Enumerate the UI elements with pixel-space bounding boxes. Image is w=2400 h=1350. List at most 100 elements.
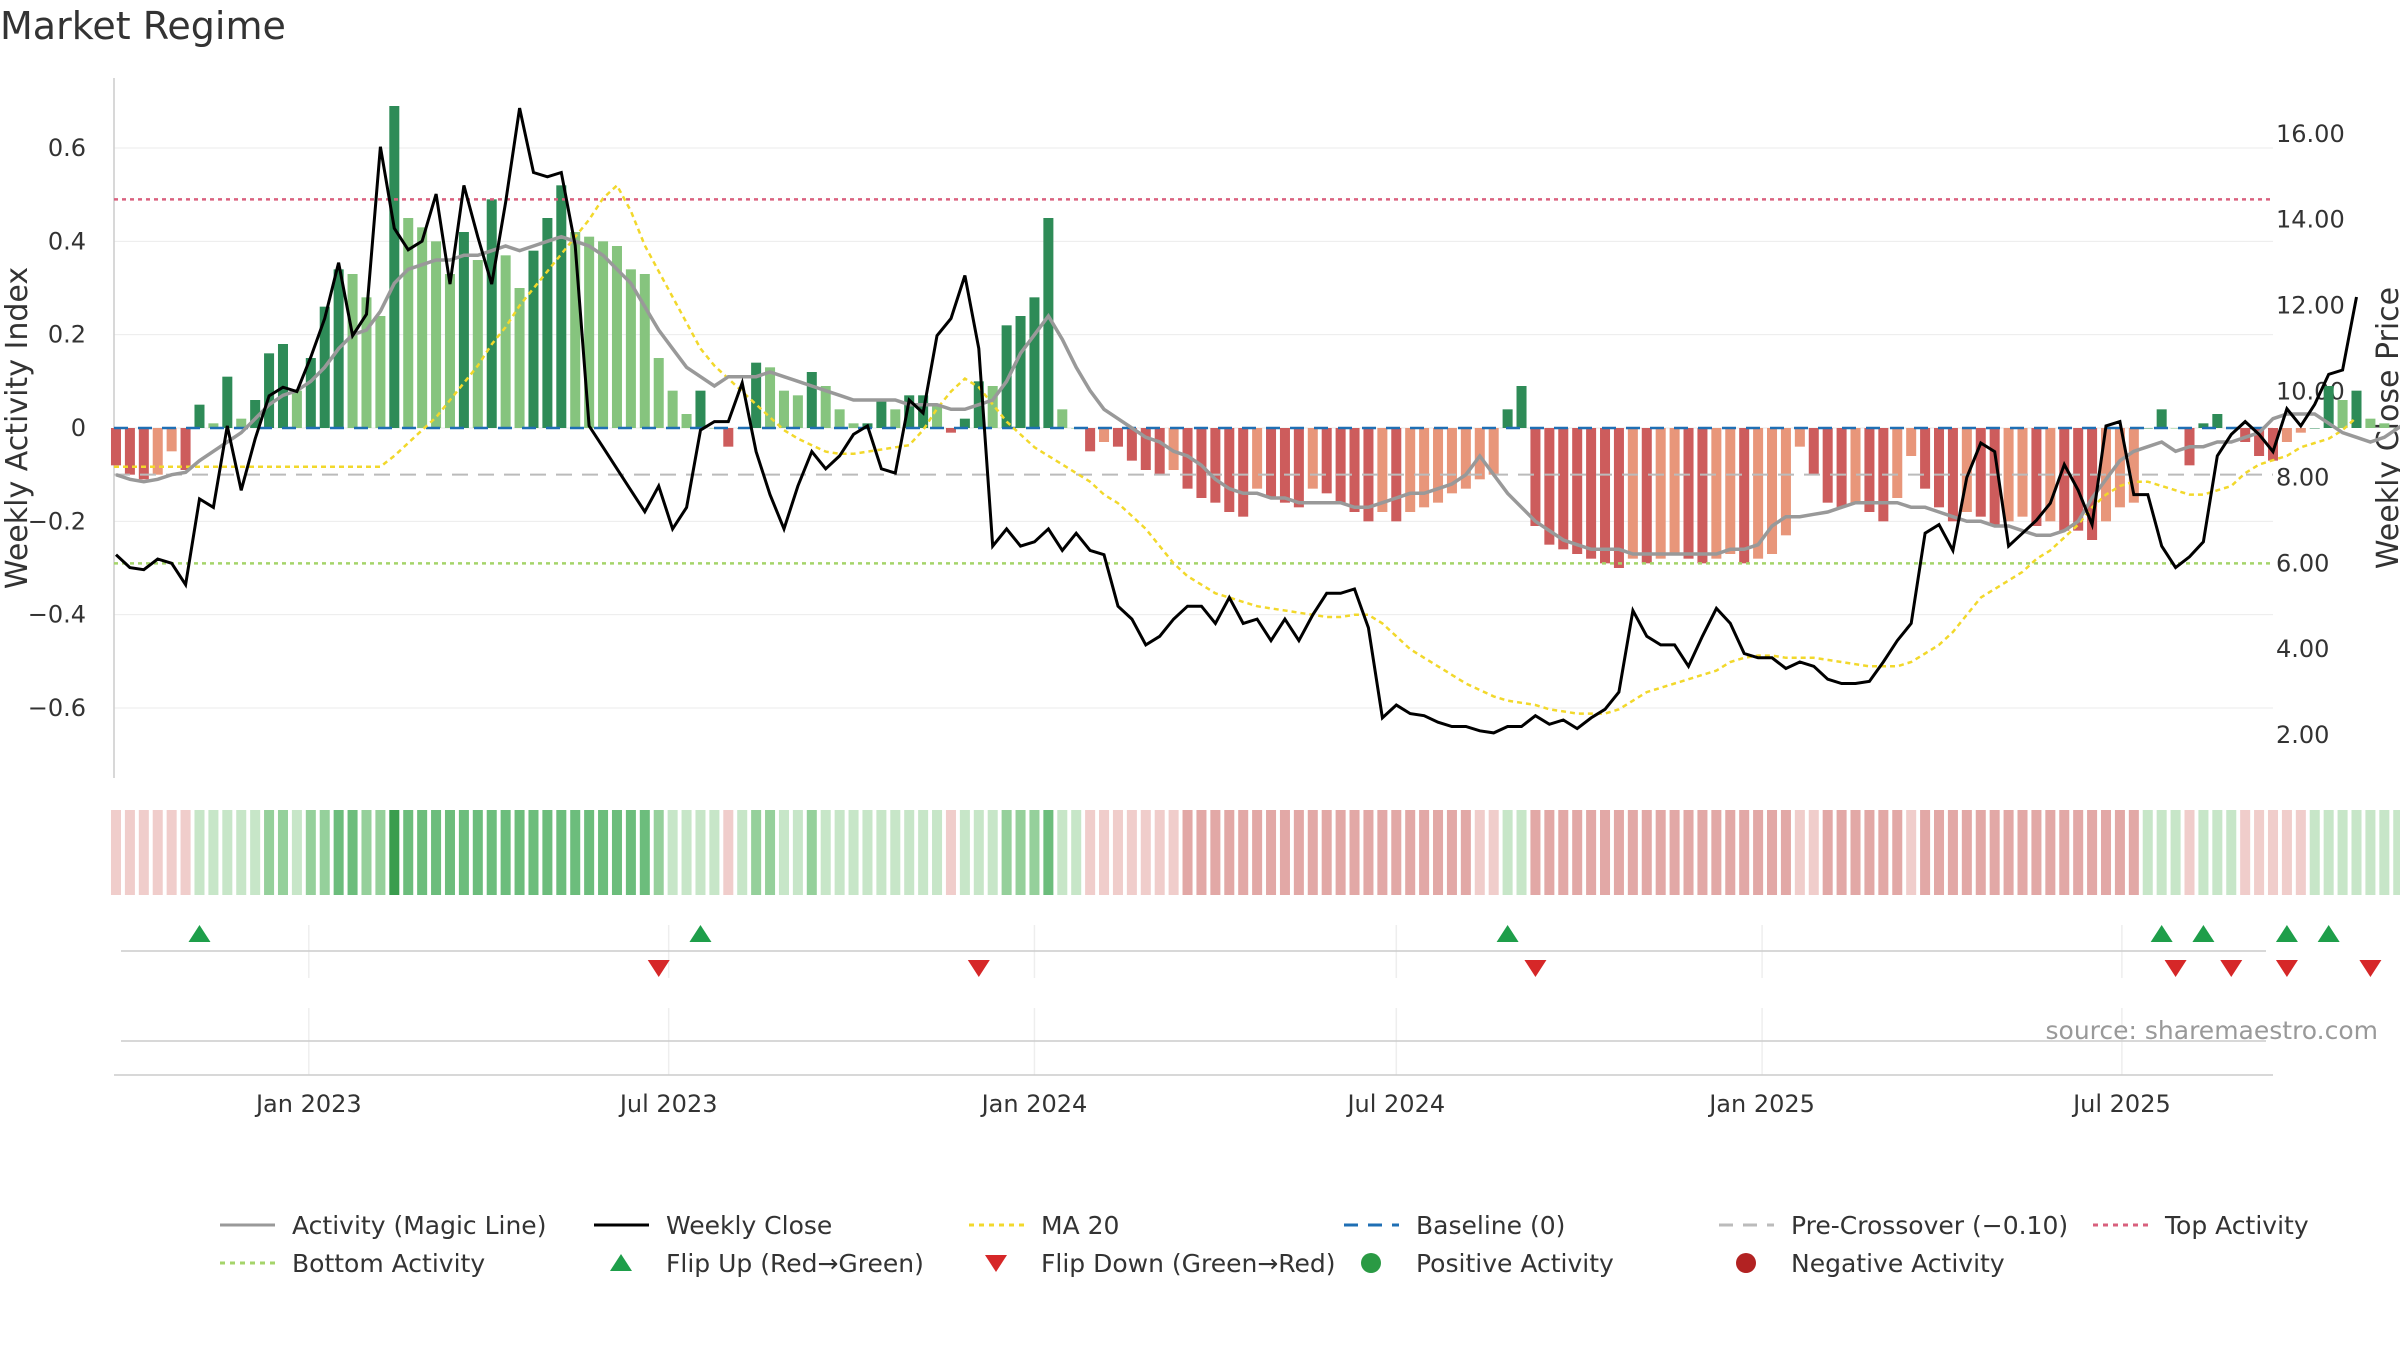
regime-cell xyxy=(166,810,177,895)
regime-cell xyxy=(1641,810,1652,895)
regime-cell xyxy=(1906,810,1917,895)
regime-cell xyxy=(1126,810,1137,895)
activity-bar xyxy=(1293,428,1304,508)
activity-bar xyxy=(2198,423,2209,428)
regime-cell xyxy=(2128,810,2139,895)
regime-cell xyxy=(1488,810,1499,895)
legend-swatch xyxy=(1736,1253,1756,1273)
activity-bar xyxy=(375,316,386,428)
regime-cell xyxy=(1794,810,1805,895)
activity-bar xyxy=(653,358,664,428)
activity-bar xyxy=(1808,428,1819,475)
regime-cell xyxy=(1822,810,1833,895)
activity-bar xyxy=(2003,428,2014,522)
flip-up-marker xyxy=(2317,925,2340,942)
regime-cell xyxy=(1780,810,1791,895)
activity-bar xyxy=(681,414,692,428)
regime-cell xyxy=(2059,810,2070,895)
regime-cell xyxy=(737,810,748,895)
activity-bar xyxy=(1920,428,1931,489)
activity-bar xyxy=(584,236,595,428)
y-tick-label: 0.2 xyxy=(48,321,86,349)
activity-bar xyxy=(250,400,261,428)
activity-bar xyxy=(570,232,581,428)
chart-title: Market Regime xyxy=(0,4,286,48)
regime-cell xyxy=(2045,810,2056,895)
regime-cell xyxy=(1600,810,1611,895)
regime-cell xyxy=(1321,810,1332,895)
activity-bar xyxy=(1753,428,1764,559)
regime-cell xyxy=(1112,810,1123,895)
regime-cell xyxy=(361,810,372,895)
regime-cell xyxy=(848,810,859,895)
regime-cell xyxy=(751,810,762,895)
regime-cell xyxy=(1335,810,1346,895)
activity-bar xyxy=(876,400,887,428)
y2-tick-label: 10.00 xyxy=(2276,377,2345,405)
activity-bar xyxy=(820,386,831,428)
activity-bar xyxy=(959,418,970,428)
activity-bar xyxy=(1099,428,1110,442)
activity-bar xyxy=(2087,428,2098,540)
legend-label: Bottom Activity xyxy=(292,1249,485,1278)
regime-cell xyxy=(1252,810,1263,895)
regime-cell xyxy=(1140,810,1151,895)
activity-bar xyxy=(1446,428,1457,494)
regime-cell xyxy=(1363,810,1374,895)
regime-cell xyxy=(2337,810,2348,895)
y2-tick-label: 8.00 xyxy=(2276,463,2329,491)
regime-cell xyxy=(959,810,970,895)
activity-bar xyxy=(361,297,372,428)
activity-bar xyxy=(932,404,943,428)
activity-bar xyxy=(1405,428,1416,512)
legend-item: Top Activity xyxy=(2093,1211,2309,1240)
activity-bar xyxy=(1739,428,1750,564)
flip-up-marker xyxy=(689,925,712,942)
regime-cell xyxy=(973,810,984,895)
regime-cell xyxy=(1975,810,1986,895)
regime-cell xyxy=(1934,810,1945,895)
regime-cell xyxy=(2003,810,2014,895)
activity-bar xyxy=(1892,428,1903,498)
regime-cell xyxy=(347,810,358,895)
flip-up-marker xyxy=(1496,925,1519,942)
activity-bar xyxy=(347,274,358,428)
legend-swatch xyxy=(985,1255,1007,1272)
regime-cell xyxy=(1627,810,1638,895)
activity-bar xyxy=(542,218,553,428)
activity-bar xyxy=(1530,428,1541,526)
activity-bar xyxy=(1321,428,1332,494)
regime-cell xyxy=(1711,810,1722,895)
activity-bar xyxy=(890,409,901,428)
regime-strip xyxy=(110,810,2400,895)
legend-label: Flip Down (Green→Red) xyxy=(1041,1249,1336,1278)
activity-bar xyxy=(1780,428,1791,536)
activity-bar xyxy=(1182,428,1193,489)
regime-cell xyxy=(152,810,163,895)
regime-cell xyxy=(1558,810,1569,895)
legend-item: Activity (Magic Line) xyxy=(220,1211,546,1240)
activity-bar xyxy=(904,395,915,428)
regime-cell xyxy=(987,810,998,895)
regime-cell xyxy=(2156,810,2167,895)
regime-cell xyxy=(2170,810,2181,895)
y2-tick-label: 2.00 xyxy=(2276,721,2329,749)
regime-cell xyxy=(2100,810,2112,895)
activity-bar xyxy=(472,260,483,428)
activity-bar xyxy=(1822,428,1833,503)
activity-bar xyxy=(751,362,762,428)
regime-cell xyxy=(2017,810,2028,895)
regime-cell xyxy=(1725,810,1736,895)
regime-cell xyxy=(1544,810,1555,895)
y-tick-label: 0 xyxy=(71,414,86,442)
activity-bar xyxy=(2295,428,2306,433)
regime-cell xyxy=(639,810,650,895)
regime-cell xyxy=(681,810,692,895)
activity-bar xyxy=(1655,428,1666,559)
regime-cell xyxy=(1683,810,1694,895)
legend-label: Positive Activity xyxy=(1416,1249,1614,1278)
legend-item: Weekly Close xyxy=(594,1211,832,1240)
activity-bars xyxy=(110,106,2400,568)
regime-cell xyxy=(1419,810,1430,895)
